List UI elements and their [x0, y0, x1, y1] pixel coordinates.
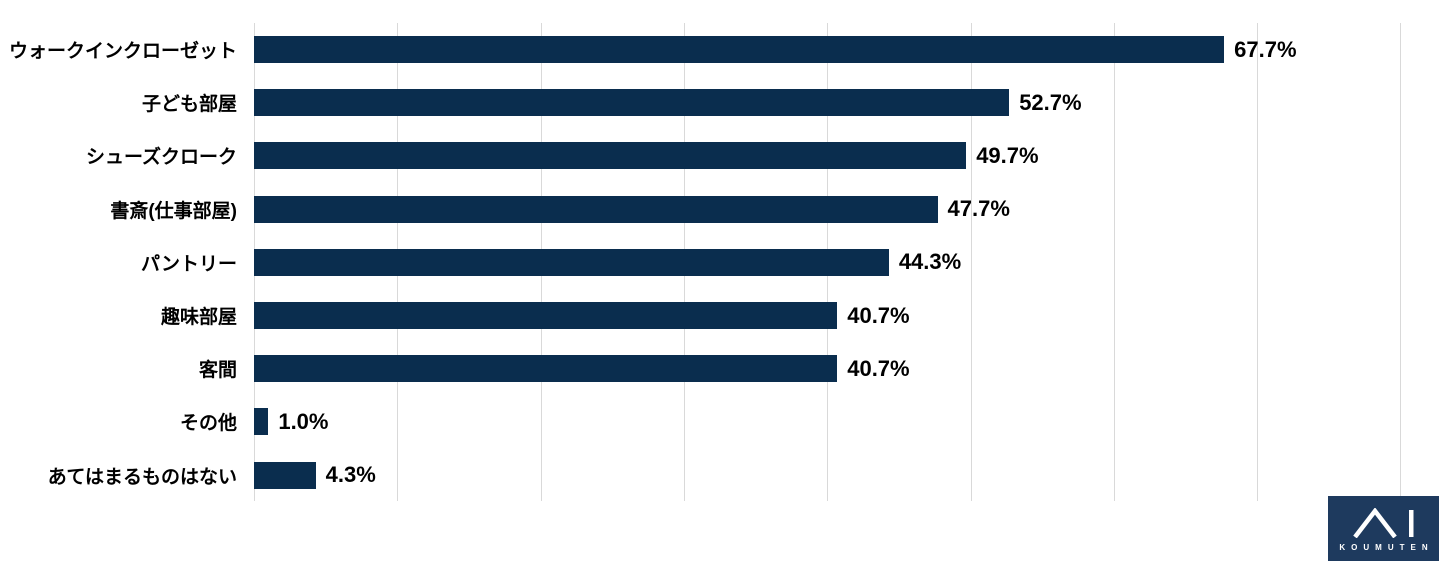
gridline [970, 23, 972, 501]
bar [254, 461, 316, 489]
bar [254, 142, 967, 170]
category-label: シューズクローク [85, 147, 237, 169]
bar-row: あてはまるものはない 4.3% [0, 449, 1439, 502]
bar-track: 44.3% [254, 236, 1439, 289]
category-label: 書斎(仕事部屋) [110, 200, 237, 222]
category-label: その他 [179, 413, 237, 435]
bar-row: ウォークインクローゼット 67.7% [0, 23, 1439, 76]
value-label: 4.3% [325, 462, 376, 488]
gridline [1400, 23, 1402, 501]
bar-row: 子ども部屋 52.7% [0, 76, 1439, 129]
bar-track: 40.7% [254, 342, 1439, 395]
bar [254, 355, 838, 383]
company-logo: KOUMUTEN [1328, 496, 1439, 561]
gridline [1113, 23, 1115, 501]
bar [254, 408, 269, 436]
bar-row: 客間 40.7% [0, 342, 1439, 395]
category-label: 趣味部屋 [160, 307, 237, 329]
category-label: 客間 [198, 360, 237, 382]
rows-layer: ウォークインクローゼット 67.7% 子ども部屋 52.7% シューズクローク … [0, 23, 1439, 502]
value-label: 44.3% [898, 249, 962, 275]
bar [254, 302, 838, 330]
bar [254, 36, 1225, 64]
bar [254, 248, 889, 276]
bar-row: パントリー 44.3% [0, 236, 1439, 289]
bar-track: 47.7% [254, 183, 1439, 236]
category-label: 子ども部屋 [141, 94, 237, 116]
bar-track: 52.7% [254, 76, 1439, 129]
category-label: ウォークインクローゼット [8, 41, 237, 63]
category-label: あてはまるものはない [47, 466, 237, 488]
bar-row: 書斎(仕事部屋) 47.7% [0, 183, 1439, 236]
gridline [1257, 23, 1259, 501]
bar-row: その他 1.0% [0, 395, 1439, 448]
value-label: 67.7% [1234, 36, 1297, 62]
bar-track: 40.7% [254, 289, 1439, 342]
bar-track: 67.7% [254, 23, 1439, 76]
value-label: 40.7% [847, 355, 910, 381]
value-label: 52.7% [1019, 89, 1082, 115]
roof-ai-icon [1352, 507, 1413, 538]
category-label: パントリー [141, 253, 237, 275]
value-label: 1.0% [278, 408, 329, 434]
bar-track: 1.0% [254, 395, 1439, 448]
bar [254, 89, 1010, 117]
value-label: 47.7% [947, 196, 1010, 222]
bar-track: 4.3% [254, 449, 1439, 502]
value-label: 40.7% [847, 302, 910, 328]
company-name: KOUMUTEN [1339, 542, 1434, 552]
bar-row: 趣味部屋 40.7% [0, 289, 1439, 342]
bar [254, 195, 938, 223]
value-label: 49.7% [976, 142, 1039, 168]
bar-track: 49.7% [254, 129, 1439, 182]
bar-row: シューズクローク 49.7% [0, 129, 1439, 182]
